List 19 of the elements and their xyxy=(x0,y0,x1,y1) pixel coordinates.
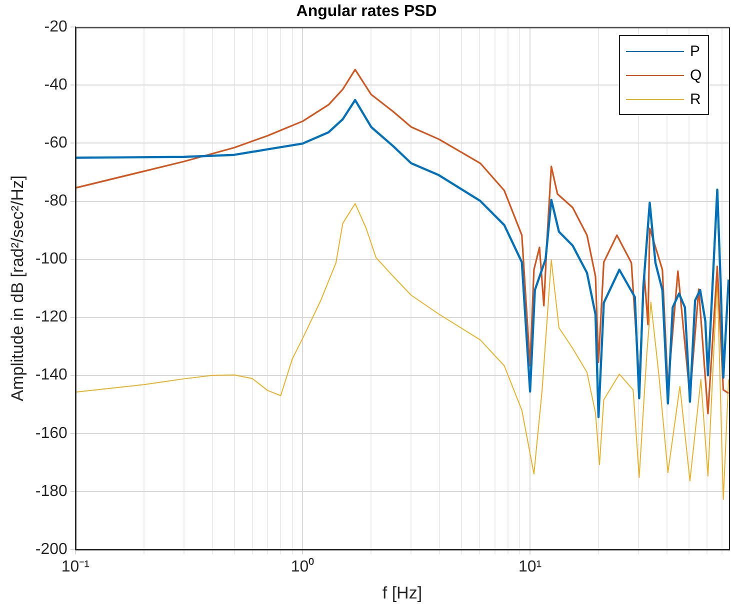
y-tick-label: -140 xyxy=(35,366,68,384)
x-tick-label: 10¹ xyxy=(518,558,542,576)
legend-label: P xyxy=(690,42,700,60)
legend-label: Q xyxy=(690,66,702,84)
y-tick-label: -80 xyxy=(44,192,68,210)
y-tick-label: -120 xyxy=(35,308,68,326)
y-tick-label: -160 xyxy=(35,424,68,442)
y-tick-label: -180 xyxy=(35,482,68,500)
y-tick-label: -100 xyxy=(35,250,68,268)
x-axis-title: f [Hz] xyxy=(382,583,422,602)
y-tick-label: -20 xyxy=(44,18,68,36)
y-axis-title: Amplitude in dB [rad²/sec²/Hz] xyxy=(8,175,27,402)
y-tick-label: -200 xyxy=(35,540,68,558)
x-tick-label: 10⁻¹ xyxy=(61,558,90,576)
y-tick-label: -40 xyxy=(44,76,68,94)
y-tick-label: -60 xyxy=(44,134,68,152)
chart-title: Angular rates PSD xyxy=(296,3,437,20)
x-tick-label: 10⁰ xyxy=(290,557,315,576)
legend-label: R xyxy=(690,90,701,108)
